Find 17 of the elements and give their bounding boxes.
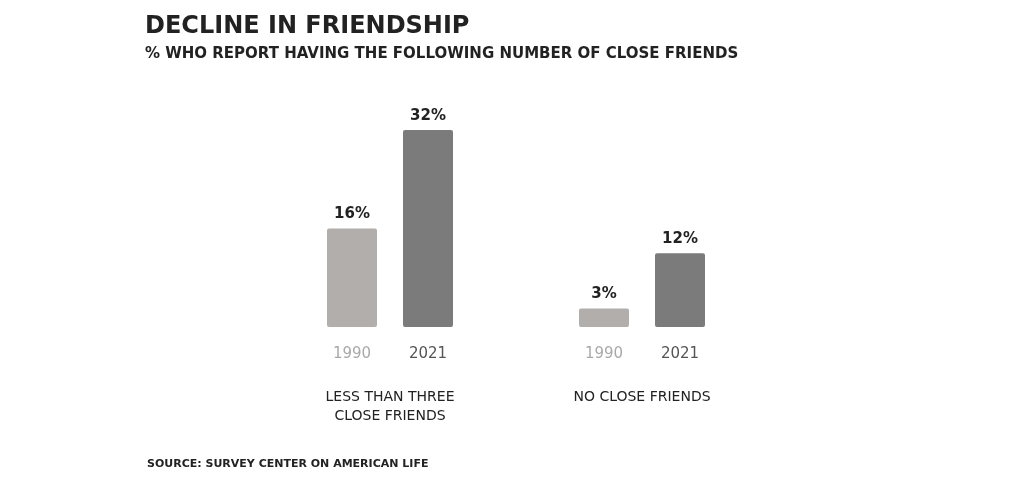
bar: [579, 308, 629, 327]
bar: [403, 130, 453, 327]
x-tick-label: LESS THAN THREE CLOSE FRIENDS: [325, 387, 455, 423]
data-label: 32%: [410, 105, 446, 124]
series-label: 2021: [408, 343, 448, 362]
text: 1990: [584, 343, 624, 362]
source-note: SOURCE: SURVEY CENTER ON AMERICAN LIFE: [147, 457, 429, 470]
bar: [655, 253, 705, 327]
x-tick-label: NO CLOSE FRIENDS: [573, 387, 711, 404]
data-label: 3%: [591, 284, 617, 303]
data-label: 16%: [334, 204, 370, 222]
series-label: 1990: [332, 343, 372, 362]
bar: [327, 228, 377, 327]
chart-title: DECLINE IN FRIENDSHIP: [145, 11, 470, 39]
text: 2021: [660, 343, 700, 362]
chart-subtitle: % WHO REPORT HAVING THE FOLLOWING NUMBER OF CLOSE FRIENDS: [145, 43, 739, 62]
data-label: 12%: [662, 228, 698, 247]
